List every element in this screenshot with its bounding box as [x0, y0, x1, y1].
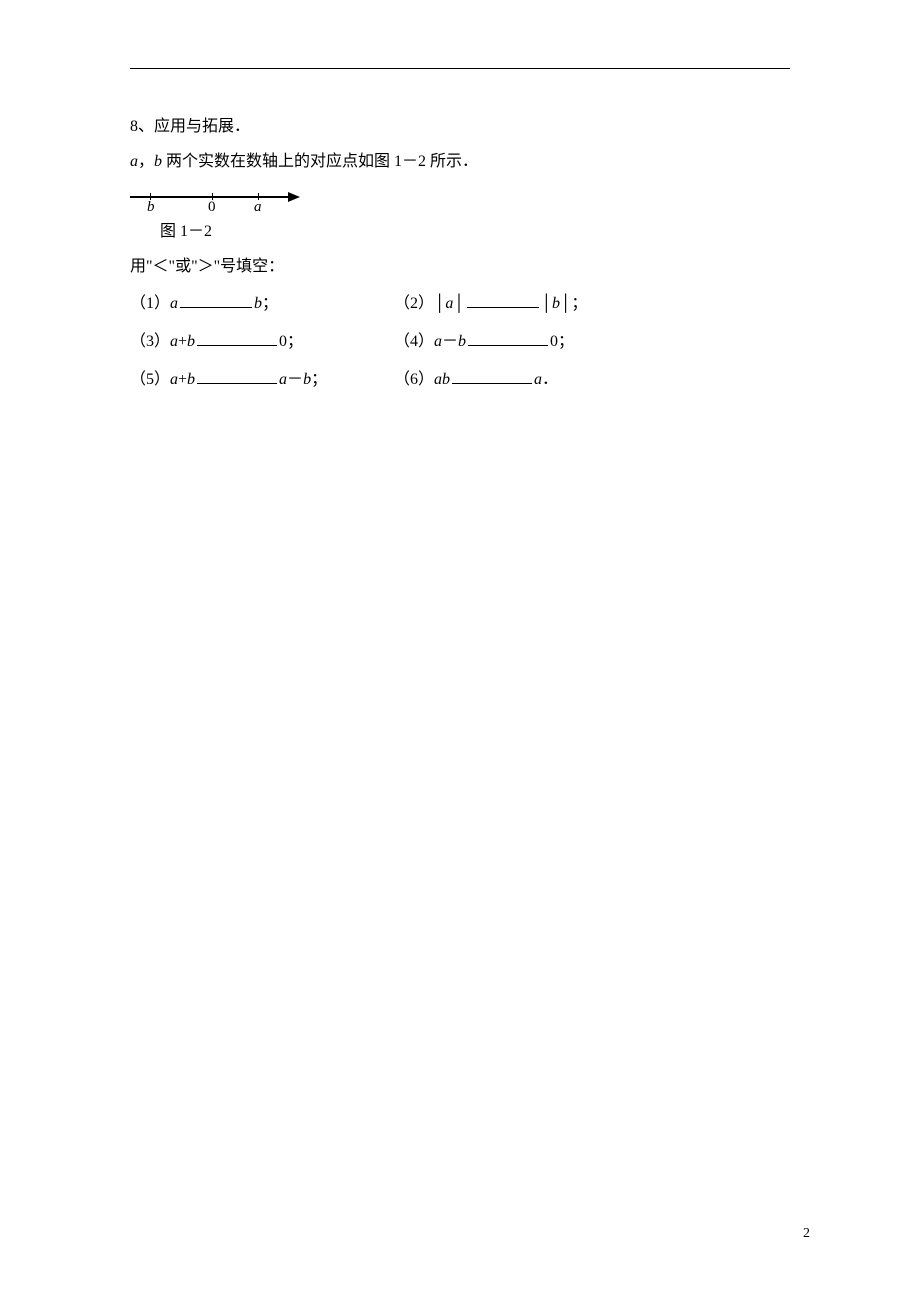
page-number: 2 [803, 1226, 810, 1242]
q4-tail: ； [558, 333, 574, 350]
q3-la: a [170, 333, 178, 350]
q4-right: 0 [550, 333, 558, 350]
q1-num: （1） [130, 295, 170, 312]
question-row-1: （1）ab； （2）│a││b│； [130, 285, 790, 323]
number-line-figure: b 0 a 图 1－2 [130, 187, 790, 241]
q1-left: a [170, 295, 178, 312]
q1-tail: ； [262, 295, 278, 312]
q2-left: a [445, 295, 453, 312]
q4-la: a [434, 333, 442, 350]
q5-tail: ； [311, 371, 327, 388]
q5-num: （5） [130, 371, 170, 388]
q6-blank [452, 368, 532, 384]
instruction-text: 用"＜"或"＞"号填空： [130, 249, 790, 284]
var-a: a [130, 153, 138, 170]
q4-lb: b [458, 333, 466, 350]
question-row-2: （3）a+b0； （4）a－b0； [130, 323, 790, 361]
var-b: b [154, 153, 162, 170]
section-heading: 8、应用与拓展． [130, 109, 790, 144]
q3-right: 0 [279, 333, 287, 350]
q2-blank [467, 292, 539, 308]
q5-ra: a [279, 371, 287, 388]
q2-right: b [552, 295, 560, 312]
figure-caption: 图 1－2 [160, 217, 790, 241]
comma: ， [138, 153, 154, 170]
number-line: b 0 a [130, 187, 305, 213]
label-a: a [254, 199, 262, 216]
question-row-3: （5）a+ba－b； （6）aba． [130, 361, 790, 399]
q3-lb: b [187, 333, 195, 350]
q5-la: a [170, 371, 178, 388]
q6-num: （6） [394, 371, 434, 388]
q1-blank [180, 292, 252, 308]
q6-left: ab [434, 371, 450, 388]
q2-num: （2） [394, 295, 434, 312]
q4-blank [468, 330, 548, 346]
q5-rb: b [303, 371, 311, 388]
intro-text: a，b 两个实数在数轴上的对应点如图 1－2 所示． [130, 144, 790, 179]
q5-blank [197, 368, 277, 384]
q5-lb: b [187, 371, 195, 388]
number-line-axis [130, 196, 292, 197]
q3-tail: ； [287, 333, 303, 350]
intro-suffix: 两个实数在数轴上的对应点如图 1－2 所示． [162, 153, 478, 170]
q2-tail: ； [571, 295, 587, 312]
q4-num: （4） [394, 333, 434, 350]
q6-right: a [534, 371, 542, 388]
q3-blank [197, 330, 277, 346]
label-b: b [147, 199, 155, 216]
q3-num: （3） [130, 333, 170, 350]
label-zero: 0 [208, 199, 216, 216]
q6-tail: ． [542, 371, 558, 388]
divider-line [130, 68, 790, 69]
q1-right: b [254, 295, 262, 312]
number-line-arrow-icon [288, 192, 300, 202]
